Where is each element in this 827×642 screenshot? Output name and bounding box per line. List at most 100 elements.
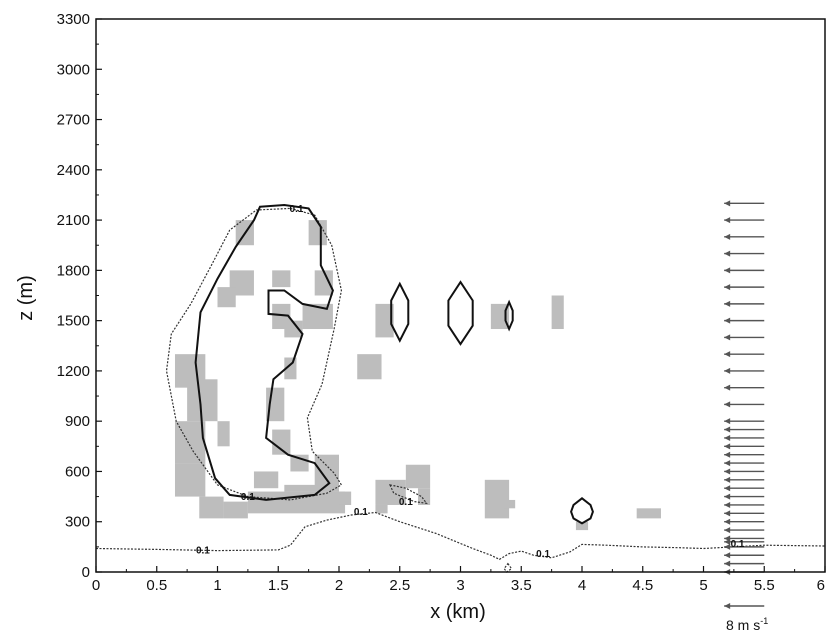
y-tick-label: 1800 xyxy=(57,262,90,279)
solid-contour-diamond-3.4 xyxy=(504,299,514,332)
cloud-water-shading xyxy=(174,220,661,531)
wind-vector xyxy=(724,535,765,542)
wind-vector xyxy=(724,284,765,291)
shaded-cell xyxy=(217,287,236,308)
y-tick-label: 300 xyxy=(65,514,90,531)
wind-vector-head xyxy=(724,401,731,408)
x-tick-label: 6 xyxy=(817,577,825,594)
wind-vector xyxy=(724,317,765,324)
wind-vector-head xyxy=(724,535,731,542)
wind-vector-head xyxy=(724,217,731,224)
y-tick-label: 2100 xyxy=(57,212,90,229)
wind-vector xyxy=(724,451,765,458)
wind-vector-head xyxy=(724,200,731,207)
wind-vector xyxy=(724,493,765,500)
wind-vector xyxy=(724,501,765,508)
shaded-cell xyxy=(199,496,224,519)
x-tick-label: 4 xyxy=(578,577,586,594)
wind-vector xyxy=(724,300,765,307)
wind-vector-head xyxy=(724,543,731,550)
shaded-cell xyxy=(174,463,206,497)
contour-label: 0.1 xyxy=(354,507,368,518)
wind-vector-head xyxy=(724,468,731,475)
wind-vector xyxy=(724,418,765,425)
shaded-cell xyxy=(375,504,388,514)
shaded-cell xyxy=(357,354,382,380)
wind-vector-head xyxy=(724,367,731,374)
wind-vector-head xyxy=(724,284,731,291)
shaded-cell xyxy=(223,501,248,519)
wind-vector-head xyxy=(724,527,731,534)
contour-label: 0.1 xyxy=(241,492,255,503)
wind-vector-head xyxy=(724,460,731,467)
x-tick-label: 3.5 xyxy=(511,577,532,594)
contour-label: 0.1 xyxy=(290,204,304,215)
contour-lines xyxy=(95,203,826,573)
wind-scale-arrow xyxy=(724,603,765,609)
solid-contour-circle-4.0 xyxy=(570,497,594,525)
shaded-cell xyxy=(284,320,303,338)
y-tick-label: 0 xyxy=(82,564,90,581)
wind-vector-head xyxy=(724,485,731,492)
axes: 0 0.5 1 1.5 2 2.5 3 3.5 4 4.5 5 5.5 6 0 300 600 900 1200 1… xyxy=(57,11,826,594)
wind-vector xyxy=(724,217,765,224)
wind-vector-head xyxy=(724,300,731,307)
y-tick-label: 1500 xyxy=(57,313,90,330)
shaded-cell xyxy=(503,499,516,509)
wind-vector xyxy=(724,351,765,358)
shaded-cell xyxy=(405,464,431,489)
shaded-cell xyxy=(375,479,406,505)
shaded-cell xyxy=(551,295,564,330)
shaded-cell xyxy=(272,270,291,288)
shaded-cell xyxy=(284,484,339,492)
x-tick-label: 3 xyxy=(456,577,464,594)
contour-label: 0.1 xyxy=(399,497,413,508)
x-tick-label: 5 xyxy=(699,577,707,594)
shaded-cell xyxy=(272,429,291,455)
wind-vector xyxy=(724,200,765,207)
wind-vector-head xyxy=(724,552,731,559)
solid-contour-diamond-3.0 xyxy=(447,280,474,346)
wind-scale: 8 m s-1 xyxy=(726,616,768,633)
shaded-cell xyxy=(417,488,431,505)
x-tick-label: 1 xyxy=(213,577,221,594)
contour-label: 0.1 xyxy=(536,549,550,560)
wind-vector xyxy=(724,250,765,257)
wind-vector-head xyxy=(724,418,731,425)
y-tick-label: 3300 xyxy=(57,11,90,28)
wind-vector xyxy=(724,518,765,525)
wind-vector-head xyxy=(724,493,731,500)
y-tick-label: 2400 xyxy=(57,162,90,179)
wind-vector xyxy=(724,443,765,450)
wind-vector-head xyxy=(724,267,731,274)
x-tick-label: 5.5 xyxy=(754,577,775,594)
wind-vector xyxy=(724,527,765,534)
wind-vector-head xyxy=(724,476,731,483)
wind-vector-head xyxy=(724,501,731,508)
dashed-contour-tiny-loop xyxy=(503,562,513,573)
wind-vector-head xyxy=(724,603,731,609)
shaded-cell xyxy=(253,471,279,489)
wind-vector-head xyxy=(724,560,731,567)
shaded-cell xyxy=(575,521,589,531)
x-axis-title: x (km) xyxy=(430,601,486,623)
y-axis-title: z (m) xyxy=(15,275,37,321)
x-tick-label: 2.5 xyxy=(389,577,410,594)
wind-vector xyxy=(724,426,765,433)
wind-vector-head xyxy=(724,233,731,240)
y-tick-label: 1200 xyxy=(57,363,90,380)
shaded-cell xyxy=(187,379,218,422)
wind-vector xyxy=(724,233,765,240)
contour-label: 0.1 xyxy=(731,539,745,550)
wind-scale-label: 8 m s-1 xyxy=(726,616,768,633)
wind-vector xyxy=(724,401,765,408)
wind-vector xyxy=(724,552,765,559)
x-tick-label: 0 xyxy=(92,577,100,594)
wind-vector xyxy=(724,367,765,374)
wind-scale-exponent: -1 xyxy=(760,616,768,626)
wind-vector xyxy=(724,334,765,341)
shaded-cell xyxy=(636,508,661,519)
shaded-cell xyxy=(339,491,352,505)
y-tick-label: 3000 xyxy=(57,61,90,78)
